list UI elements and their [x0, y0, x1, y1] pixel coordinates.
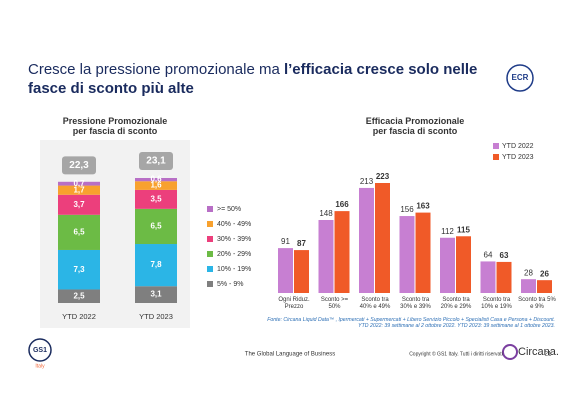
legend-swatch [207, 266, 213, 272]
legend-label: 20% - 29% [217, 251, 251, 258]
bar-segment [135, 244, 177, 287]
value-label: 213 [360, 177, 374, 186]
bar-segment [135, 189, 177, 209]
bar [496, 261, 512, 293]
x-tick-label: YTD 2022 [62, 312, 96, 321]
value-label: 6,5 [150, 222, 162, 231]
legend-label: YTD 2023 [502, 154, 534, 161]
bar-segment [58, 185, 100, 195]
gs1-text: GS1 [33, 347, 47, 354]
value-label: 6,5 [73, 227, 85, 236]
value-label: 28 [524, 268, 533, 277]
x-tick-label: YTD 2023 [139, 312, 173, 321]
x-tick-label: Sconto tra 20% e 29% [440, 297, 472, 310]
bar [537, 280, 552, 293]
value-label: 1,6 [150, 181, 162, 190]
gs1-sub: Italy [35, 363, 45, 369]
title-regular: Cresce la pressione promozionale ma [28, 61, 284, 78]
value-label: 0,7 [73, 179, 85, 188]
legend-swatch [207, 281, 213, 287]
bar-segment [58, 249, 100, 290]
chart-title: Pressione Promozionale per fascia di sco… [62, 116, 168, 136]
page-number: 21 [545, 352, 552, 358]
value-label: 223 [376, 172, 390, 181]
total-box [139, 152, 173, 170]
x-tick-label: Ogni Riduz. Prezzo [278, 297, 310, 310]
bar-segment [135, 208, 177, 245]
legend-label: 5% - 9% [217, 281, 243, 288]
bar [440, 237, 455, 293]
value-label: 115 [457, 225, 470, 234]
bar-segment [58, 289, 100, 303]
value-label: 7,3 [73, 265, 85, 274]
value-label: 0,6 [150, 175, 162, 184]
value-label: 3,1 [150, 290, 162, 299]
bar-segment [135, 178, 177, 182]
title-bold: l’efficacia cresce solo nelle fasce di s… [28, 61, 478, 97]
value-label: 64 [484, 251, 493, 260]
bar [359, 187, 374, 293]
bar [480, 261, 496, 293]
bar [334, 211, 350, 293]
bar-segment [135, 286, 177, 303]
total-label: 22,3 [69, 160, 89, 171]
value-label: 166 [335, 200, 349, 209]
x-tick-label: Sconto tra 40% e 49% [359, 297, 391, 310]
chart-title: Efficacia Promozionale per fascia di sco… [365, 116, 465, 136]
value-label: 26 [540, 269, 549, 278]
value-label: 63 [500, 251, 509, 260]
circana-logo [502, 344, 518, 360]
value-label: 3,7 [73, 200, 85, 209]
total-box [62, 156, 96, 175]
ecr-logo [506, 64, 534, 92]
copyright: Copyright © GS1 Italy. Tutti i diritti r… [409, 350, 503, 357]
bar [294, 250, 309, 293]
gs1-logo [28, 338, 52, 362]
bar [375, 183, 390, 293]
bar [278, 248, 293, 293]
value-label: 87 [297, 239, 306, 248]
slide-title: Cresce la pressione promozionale ma l’ef… [28, 60, 508, 98]
legend-swatch [207, 251, 213, 257]
bar [456, 236, 471, 293]
bar-segment [58, 214, 100, 250]
bar [399, 216, 415, 293]
bar-segment [135, 181, 177, 190]
value-label: 1,7 [73, 185, 85, 194]
value-label: 156 [400, 205, 414, 214]
legend-label: >= 50% [217, 206, 241, 213]
legend-swatch [207, 206, 213, 212]
circana-text: Circana. [518, 346, 559, 358]
x-tick-label: Sconto tra 30% e 39% [400, 297, 431, 310]
value-label: 2,5 [73, 291, 85, 300]
value-label: 163 [416, 202, 430, 211]
legend-label: YTD 2022 [502, 143, 534, 150]
bar [521, 279, 536, 293]
x-tick-label: Sconto tra 10% e 19% [481, 297, 512, 310]
legend-label: 30% - 39% [217, 236, 251, 243]
value-label: 3,5 [150, 194, 162, 203]
bar [415, 212, 431, 293]
bar-segment [58, 181, 100, 186]
bar-segment [58, 194, 100, 215]
legend-swatch [207, 221, 213, 227]
legend-swatch [207, 236, 213, 242]
total-label: 23,1 [146, 156, 166, 167]
source-note: Fonte: Circana Liquid Data™ , Ipermercat… [267, 317, 555, 329]
legend-swatch [493, 143, 499, 149]
ecr-text: ECR [512, 73, 529, 82]
x-tick-label: Sconto tra 5% e 9% [518, 297, 556, 310]
value-label: 91 [281, 237, 290, 246]
value-label: 7,8 [150, 260, 162, 269]
legend-label: 40% - 49% [217, 221, 251, 228]
bar [318, 219, 334, 293]
value-label: 148 [319, 209, 333, 218]
legend-label: 10% - 19% [217, 266, 251, 273]
value-label: 112 [441, 227, 454, 236]
tagline: The Global Language of Business [245, 352, 335, 358]
legend-swatch [493, 154, 499, 160]
x-tick-label: Sconto >= 50% [320, 297, 349, 310]
